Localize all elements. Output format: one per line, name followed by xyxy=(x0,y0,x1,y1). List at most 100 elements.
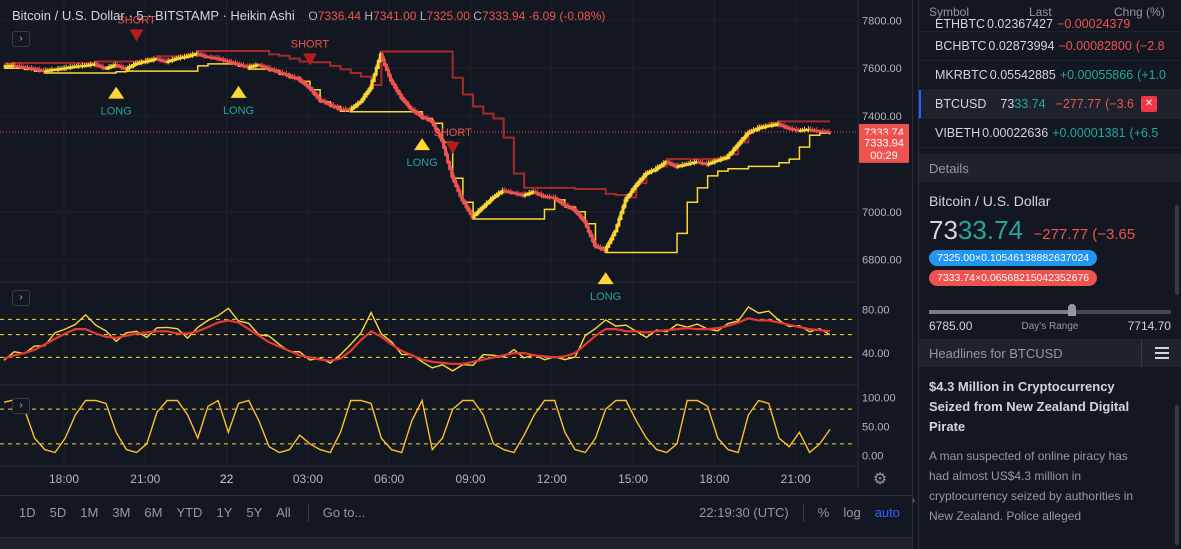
log-scale-toggle[interactable]: log xyxy=(843,505,861,520)
collapse-stoch-pane-button[interactable]: › xyxy=(12,398,30,414)
candle xyxy=(305,83,309,88)
candle xyxy=(721,157,725,161)
range-6m-button[interactable]: 6M xyxy=(144,505,163,520)
candle xyxy=(9,64,13,68)
watchlist-row[interactable]: BCHBTC 0.02873994 −0.00082800 (−2.8 xyxy=(919,32,1181,61)
candle xyxy=(650,170,654,174)
settings-gear-icon: ⚙ xyxy=(873,471,887,488)
candle xyxy=(81,65,85,68)
range-1m-button[interactable]: 1M xyxy=(80,505,99,520)
range-5d-button[interactable]: 5D xyxy=(49,505,67,520)
candle xyxy=(715,159,719,163)
candle xyxy=(132,64,136,68)
candle xyxy=(264,66,268,70)
price-label-bg xyxy=(859,134,909,151)
watchlist-row[interactable]: ETHBTC 0.02367427 −0.00024379 xyxy=(919,16,1181,32)
candle xyxy=(625,196,629,202)
candle xyxy=(723,156,727,160)
candle xyxy=(360,98,364,104)
candle xyxy=(103,66,107,70)
candle xyxy=(317,96,321,101)
ask-pill: 7333.74×0.06568215042352676 xyxy=(929,270,1098,286)
short-signal-icon xyxy=(302,53,317,66)
percent-scale-toggle[interactable]: % xyxy=(817,505,830,520)
news-headline[interactable]: $4.3 Million in Cryptocurrency Seized fr… xyxy=(929,379,1130,434)
candle xyxy=(34,68,38,71)
candle xyxy=(207,56,211,59)
candle xyxy=(140,61,144,64)
range-all-button[interactable]: All xyxy=(276,505,291,520)
news-summary: A man suspected of online piracy has had… xyxy=(929,449,1134,523)
range-5y-button[interactable]: 5Y xyxy=(246,505,263,520)
col-last[interactable]: Last xyxy=(1029,5,1052,19)
candle xyxy=(144,60,148,64)
candle xyxy=(150,59,154,62)
candle xyxy=(344,108,348,111)
x-tick-label: 21:00 xyxy=(781,472,811,486)
candle xyxy=(711,161,715,165)
chart-area[interactable]: 18:00 21:00 22 03:00 06:00 09:00 12:00 15:00 18:… xyxy=(0,0,912,549)
col-change[interactable]: Chng (%) xyxy=(1114,5,1165,19)
candle xyxy=(278,71,282,75)
candle xyxy=(374,66,378,76)
candle xyxy=(490,196,494,201)
candle xyxy=(119,65,123,69)
clock-time: 22:19:30 (UTC) xyxy=(699,505,789,520)
panel-resize-handle[interactable]: › xyxy=(912,0,918,549)
candle xyxy=(358,101,362,105)
headlines-scrollbar[interactable] xyxy=(1175,405,1179,545)
candle xyxy=(749,130,753,134)
candle xyxy=(164,60,168,64)
range-1y-button[interactable]: 1Y xyxy=(216,505,233,520)
candle xyxy=(796,129,800,132)
candle xyxy=(476,210,480,215)
range-ytd-button[interactable]: YTD xyxy=(176,505,203,520)
go-to-date-button[interactable]: Go to... xyxy=(322,505,366,520)
candle xyxy=(348,108,352,111)
details-header[interactable]: Details xyxy=(919,154,1181,182)
collapse-rsi-pane-button[interactable]: › xyxy=(12,290,30,306)
candle xyxy=(800,129,804,132)
range-1d-button[interactable]: 1D xyxy=(19,505,36,520)
candle xyxy=(372,73,376,83)
candle xyxy=(535,191,539,195)
candle xyxy=(572,207,576,211)
candle xyxy=(505,190,509,193)
candle xyxy=(40,69,44,72)
candle xyxy=(484,202,488,207)
news-item[interactable]: $4.3 Million in Cryptocurrency Seized fr… xyxy=(919,367,1181,526)
details-scrollbar[interactable] xyxy=(1175,205,1179,295)
candle xyxy=(270,68,274,72)
range-3m-button[interactable]: 3M xyxy=(112,505,131,520)
candle xyxy=(493,195,497,199)
candle xyxy=(662,162,666,166)
candle xyxy=(648,171,652,175)
headlines-header[interactable]: Headlines for BTCUSD xyxy=(919,339,1181,367)
candle xyxy=(76,65,80,68)
menu-icon[interactable] xyxy=(1141,339,1181,367)
watchlist-row-selected[interactable]: BTCUSD 7333.74 −277.77 (−3.6 ✕ xyxy=(919,90,1181,119)
watchlist-row[interactable]: MKRBTC 0.05542885 +0.00055866 (+1.0 xyxy=(919,61,1181,90)
range-marker-icon xyxy=(1067,304,1076,316)
candle xyxy=(311,89,315,94)
collapse-main-pane-button[interactable]: › xyxy=(12,31,30,47)
candle xyxy=(307,85,311,89)
col-symbol[interactable]: Symbol xyxy=(929,5,970,19)
candle xyxy=(582,218,586,223)
candle xyxy=(321,99,325,103)
candle xyxy=(450,168,454,178)
watchlist-row[interactable]: VIBETH 0.00022636 +0.00001381 (+6.5 xyxy=(919,119,1181,148)
candle xyxy=(142,61,146,64)
candle xyxy=(289,74,293,78)
chart-canvas[interactable]: 18:00 21:00 22 03:00 06:00 09:00 12:00 15:00 18:… xyxy=(0,0,912,490)
auto-scale-toggle[interactable]: auto xyxy=(874,505,900,520)
candle xyxy=(790,128,794,131)
candle xyxy=(754,128,758,132)
candle xyxy=(68,66,72,69)
candle xyxy=(543,195,547,198)
bottom-panel-tabs[interactable] xyxy=(0,537,912,549)
candle xyxy=(792,128,796,131)
y-tick-label: 6800.00 xyxy=(862,255,902,267)
remove-symbol-close-icon[interactable]: ✕ xyxy=(1141,96,1157,112)
candle xyxy=(329,103,333,107)
